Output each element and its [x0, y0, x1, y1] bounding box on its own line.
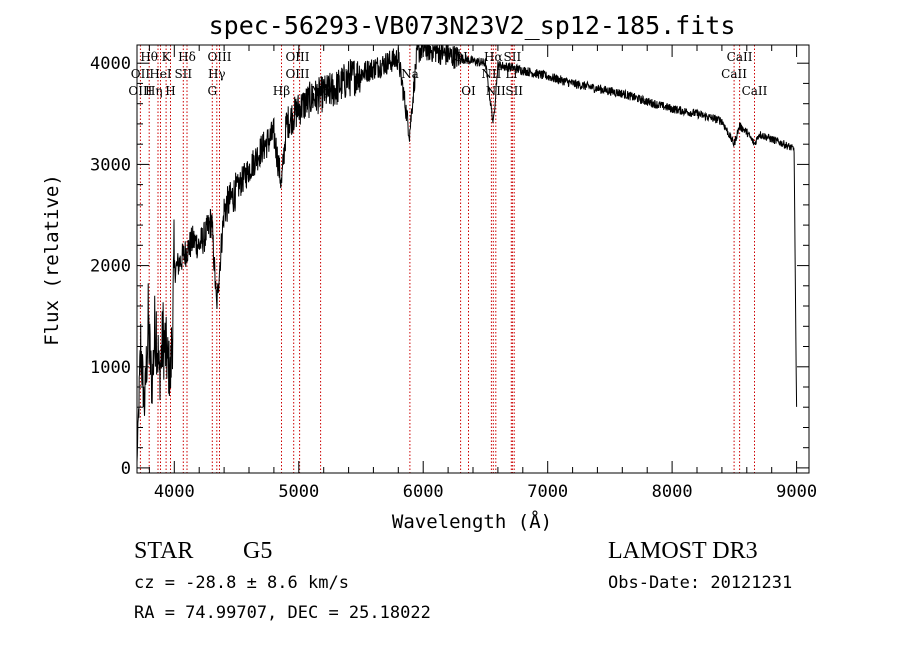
line-label-22: Hβ — [273, 84, 290, 98]
line-label-26: SII — [505, 84, 523, 98]
line-label-20: H — [165, 84, 175, 98]
flux-series-line — [136, 44, 798, 463]
y-tick-label-1: 1000 — [90, 358, 131, 378]
y-tick-label-0: 0 — [121, 459, 131, 479]
flux-series-layer — [136, 44, 798, 463]
x-tick-label-3: 7000 — [527, 482, 568, 502]
observation-date: Obs-Date: 20121231 — [608, 573, 793, 593]
line-label-8: CaII — [727, 50, 753, 64]
line-label-27: CaII — [742, 84, 768, 98]
x-tick-label-0: 4000 — [154, 482, 195, 502]
x-tick-label-2: 6000 — [403, 482, 444, 502]
line-label-3: OIII — [207, 50, 231, 64]
line-label-24: OI — [461, 84, 476, 98]
chart-title: spec-56293-VB073N23V2_sp12-185.fits — [209, 11, 736, 40]
line-label-17: CaII — [721, 67, 747, 81]
line-label-1: K — [162, 50, 172, 64]
line-label-10: HeI — [149, 67, 172, 81]
redshift-velocity: cz = -28.8 ± 8.6 km/s — [134, 573, 349, 593]
survey-name: LAMOST DR3 — [608, 538, 758, 564]
line-label-16: Li — [505, 67, 517, 81]
line-label-4: OIII — [285, 50, 309, 64]
spectral-subclass: G5 — [243, 538, 273, 564]
spectral-line-markers — [139, 45, 755, 473]
y-axis-label: Flux (relative) — [41, 174, 63, 346]
x-tick-label-1: 5000 — [278, 482, 319, 502]
coordinates: RA = 74.99707, DEC = 25.18022 — [134, 603, 431, 623]
line-label-0: Hθ — [140, 50, 158, 64]
y-axis-ticks: 0 1000 2000 3000 4000 — [90, 54, 809, 479]
y-tick-label-2: 2000 — [90, 257, 131, 277]
line-label-6: Hα — [484, 50, 503, 64]
line-label-2: Hδ — [178, 50, 196, 64]
y-tick-label-3: 3000 — [90, 155, 131, 175]
line-label-13: OIII — [285, 67, 309, 81]
line-label-11: SII — [174, 67, 192, 81]
y-tick-label-4: 4000 — [90, 54, 131, 74]
line-label-19: Hη — [145, 84, 163, 98]
line-label-18: OIII — [128, 84, 152, 98]
line-label-9: OII — [131, 67, 151, 81]
line-label-12: Hγ — [208, 67, 226, 81]
x-tick-label-4: 8000 — [652, 482, 693, 502]
line-label-21: G — [208, 84, 218, 98]
line-label-7: SII — [504, 50, 522, 64]
x-axis-ticks: 4000 5000 6000 7000 8000 9000 — [148, 45, 817, 502]
plot-frame — [136, 44, 810, 474]
x-axis-label: Wavelength (Å) — [392, 510, 552, 533]
x-tick-label-5: 9000 — [776, 482, 817, 502]
object-class: STAR — [134, 538, 194, 564]
